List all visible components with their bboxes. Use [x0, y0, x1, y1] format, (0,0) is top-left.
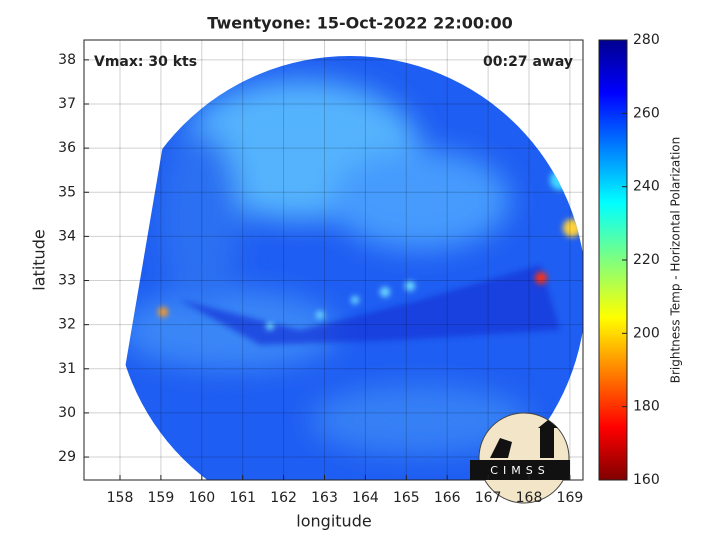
colorbar-tick-label: 160 — [633, 472, 660, 488]
x-tick-label: 167 — [475, 490, 502, 506]
axes-box — [83, 39, 584, 481]
x-tick-label: 162 — [270, 490, 297, 506]
x-tick-label: 163 — [311, 490, 338, 506]
colorbar-tick-label: 220 — [633, 252, 660, 268]
x-tick-label: 158 — [107, 490, 134, 506]
x-tick-label: 168 — [516, 490, 543, 506]
x-tick-label: 161 — [229, 490, 256, 506]
y-tick-label: 32 — [58, 317, 76, 333]
x-tick-label: 164 — [352, 490, 379, 506]
colorbar-tick-label: 240 — [633, 179, 660, 195]
colorbar-label: Brightness Temp - Horizontal Polarizatio… — [669, 137, 683, 384]
satellite-image — [114, 56, 583, 480]
x-axis-label: longitude — [296, 512, 371, 531]
y-tick-label: 38 — [58, 52, 76, 68]
y-tick-label: 33 — [58, 273, 76, 289]
y-axis-label: latitude — [30, 229, 49, 290]
x-tick-label: 159 — [148, 490, 175, 506]
colorbar-tick-label: 260 — [633, 105, 660, 121]
y-tick-label: 29 — [58, 449, 76, 465]
x-tick-label: 165 — [393, 490, 420, 506]
x-tick-label: 169 — [557, 490, 584, 506]
colorbar-tick-label: 180 — [633, 399, 660, 415]
x-tick-label: 160 — [188, 490, 215, 506]
y-tick-label: 30 — [58, 405, 76, 421]
y-tick-label: 31 — [58, 361, 76, 377]
y-tick-label: 37 — [58, 96, 76, 112]
chart-title: Twentyone: 15-Oct-2022 22:00:00 — [207, 14, 512, 33]
colorbar-tick-label: 200 — [633, 325, 660, 341]
logo-text: CIMSS — [490, 464, 549, 477]
annotation: Vmax: 30 kts — [94, 54, 197, 70]
y-tick-label: 34 — [58, 228, 76, 244]
y-tick-label: 36 — [58, 140, 76, 156]
annotation: 00:27 away — [483, 54, 573, 70]
x-tick-label: 166 — [434, 490, 461, 506]
y-tick-label: 35 — [58, 184, 76, 200]
colorbar-tick-label: 280 — [633, 32, 660, 48]
logo: CIMSS — [470, 412, 570, 504]
